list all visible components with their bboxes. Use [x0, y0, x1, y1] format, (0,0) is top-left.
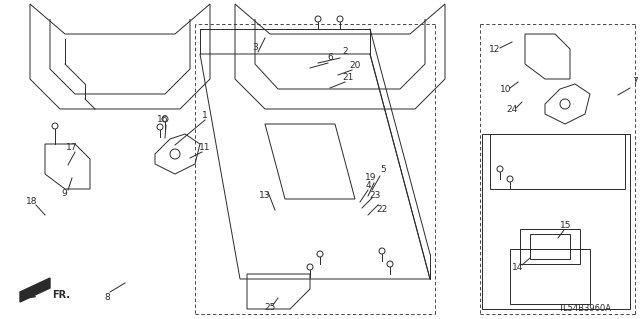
Text: 20: 20 [349, 61, 361, 70]
Text: 9: 9 [61, 189, 67, 197]
Text: TL54B3960A: TL54B3960A [559, 304, 611, 313]
Text: 6: 6 [327, 54, 333, 63]
Text: 21: 21 [342, 73, 354, 83]
Text: 12: 12 [490, 46, 500, 55]
Text: 14: 14 [512, 263, 524, 272]
Bar [520, 229, 580, 264]
Text: 10: 10 [500, 85, 512, 94]
Text: 18: 18 [26, 197, 38, 206]
Text: FR.: FR. [52, 290, 70, 300]
Text: 8: 8 [104, 293, 110, 301]
Text: 13: 13 [259, 190, 271, 199]
Text: 23: 23 [369, 190, 381, 199]
Bar [530, 234, 570, 259]
Text: 2: 2 [342, 48, 348, 56]
Text: 25: 25 [264, 303, 276, 313]
Text: 11: 11 [199, 144, 211, 152]
Bar [510, 249, 590, 304]
Polygon shape [20, 278, 50, 302]
Text: 4: 4 [365, 181, 371, 189]
Text: 17: 17 [67, 144, 77, 152]
Text: 1: 1 [202, 110, 208, 120]
Text: 7: 7 [632, 78, 638, 86]
Text: 19: 19 [365, 174, 377, 182]
Text: 15: 15 [560, 220, 572, 229]
Text: 5: 5 [380, 166, 386, 174]
Text: 16: 16 [157, 115, 169, 124]
Text: 24: 24 [506, 106, 518, 115]
Text: 22: 22 [376, 205, 388, 214]
Text: 3: 3 [252, 43, 258, 53]
